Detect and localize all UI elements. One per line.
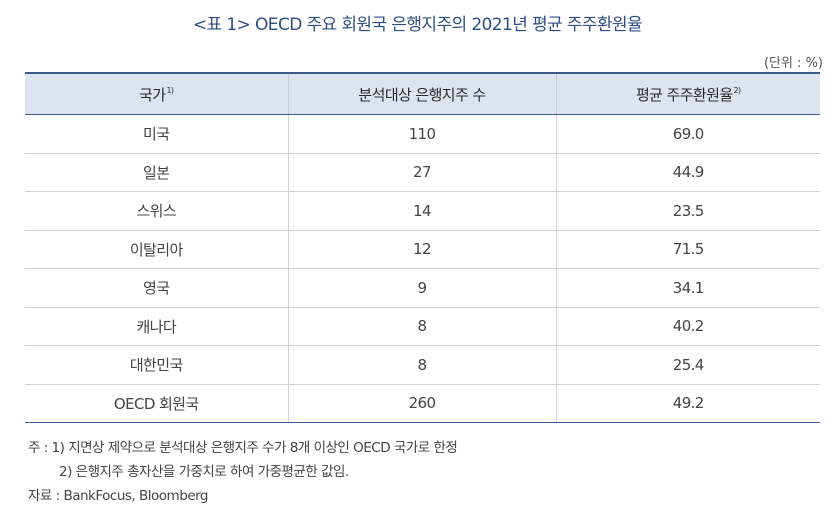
note-2: 2) 은행지주 총자산을 가중치로 하여 가중평균한 값임. [59, 464, 349, 480]
cell-ratio: 25.4 [556, 345, 820, 385]
cell-count: 8 [288, 345, 557, 385]
cell-count: 8 [288, 307, 557, 346]
header-country: 국가1) [25, 72, 289, 115]
table-notes: 주 : 1) 지면상 제약으로 분석대상 은행지주 수가 8개 이상인 OECD… [28, 436, 458, 508]
table-row: 대한민국 8 25.4 [25, 345, 820, 385]
table-row: 영국 9 34.1 [25, 268, 820, 308]
cell-country: 이탈리아 [25, 230, 289, 269]
cell-count: 12 [288, 230, 557, 269]
header-bank-count: 분석대상 은행지주 수 [288, 72, 557, 115]
header-row: 국가1) 분석대상 은행지주 수 평균 주주환원율2) [25, 72, 820, 115]
header-return-ratio: 평균 주주환원율2) [556, 72, 820, 115]
cell-country: 미국 [25, 114, 289, 154]
cell-count: 9 [288, 268, 557, 308]
cell-country: OECD 회원국 [25, 384, 289, 423]
table-row: 일본 27 44.9 [25, 153, 820, 192]
table-row: 스위스 14 23.5 [25, 191, 820, 231]
table-row: 미국 110 69.0 [25, 114, 820, 154]
cell-country: 대한민국 [25, 345, 289, 385]
cell-ratio: 40.2 [556, 307, 820, 346]
cell-country: 캐나다 [25, 307, 289, 346]
cell-ratio: 69.0 [556, 114, 820, 154]
cell-country: 영국 [25, 268, 289, 308]
cell-count: 14 [288, 191, 557, 231]
table-title: <표 1> OECD 주요 회원국 은행지주의 2021년 평균 주주환원율 [192, 15, 643, 35]
cell-count: 110 [288, 114, 557, 154]
cell-count: 27 [288, 153, 557, 192]
data-table: 국가1) 분석대상 은행지주 수 평균 주주환원율2) 미국 110 69.0 … [25, 72, 820, 423]
table-row: OECD 회원국 260 49.2 [25, 384, 820, 423]
unit-label: (단위 : %) [763, 56, 823, 71]
cell-country: 스위스 [25, 191, 289, 231]
cell-count: 260 [288, 384, 557, 423]
cell-ratio: 49.2 [556, 384, 820, 423]
table-row: 캐나다 8 40.2 [25, 307, 820, 346]
cell-ratio: 44.9 [556, 153, 820, 192]
cell-ratio: 34.1 [556, 268, 820, 308]
cell-ratio: 23.5 [556, 191, 820, 231]
cell-country: 일본 [25, 153, 289, 192]
cell-ratio: 71.5 [556, 230, 820, 269]
table-row: 이탈리아 12 71.5 [25, 230, 820, 269]
source-note: 자료 : BankFocus, Bloomberg [28, 488, 208, 504]
note-1: 주 : 1) 지면상 제약으로 분석대상 은행지주 수가 8개 이상인 OECD… [28, 440, 458, 456]
